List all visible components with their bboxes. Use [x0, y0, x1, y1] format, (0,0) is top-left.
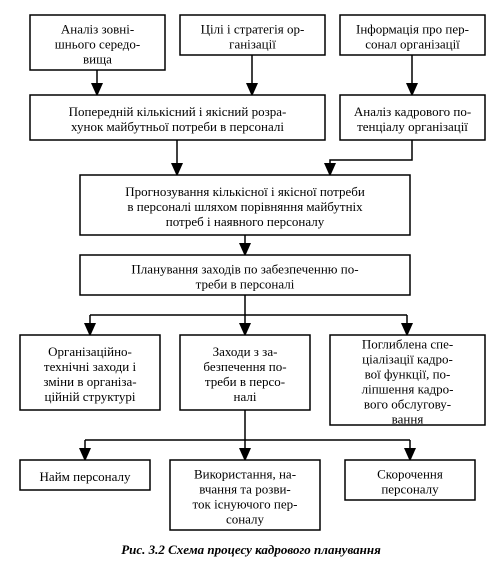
node-n9: Заходи з за-безпечення по-треби в персо-…	[180, 335, 310, 410]
node-n2: Цілі і стратегія ор-ганізації	[180, 15, 325, 55]
node-n6: Прогнозування кількісної і якісної потре…	[80, 175, 410, 235]
node-n4: Попередній кількісний і якісний розра-ху…	[30, 95, 325, 140]
node-label: Аналіз кадрового по-тенціалу організації	[354, 104, 471, 134]
node-label: Найм персоналу	[40, 469, 131, 484]
node-n8: Організаційно-технічні заходи ізміни в о…	[20, 335, 160, 410]
figure-caption: Рис. 3.2 Схема процесу кадрового планува…	[121, 542, 381, 557]
node-n7: Планування заходів по забезпеченню по-тр…	[80, 255, 410, 295]
node-n10: Поглиблена спе-ціалізації кадро-вої функ…	[330, 335, 485, 426]
node-n11: Найм персоналу	[20, 460, 150, 490]
node-n5: Аналіз кадрового по-тенціалу організації	[340, 95, 485, 140]
node-label: Скороченняперсоналу	[377, 466, 443, 496]
edge	[330, 140, 412, 175]
node-n3: Інформація про пер-сонал організації	[340, 15, 485, 55]
flowchart: Аналіз зовні-шнього середо-вища Цілі і ст…	[0, 0, 502, 569]
node-n1: Аналіз зовні-шнього середо-вища	[30, 15, 165, 70]
node-label: Організаційно-технічні заходи ізміни в о…	[43, 344, 136, 404]
node-label: Інформація про пер-сонал організації	[356, 21, 469, 51]
node-n12: Використання, на-вчання та розви-ток існ…	[170, 460, 320, 530]
node-label: Попередній кількісний і якісний розра-ху…	[69, 104, 287, 134]
node-n13: Скороченняперсоналу	[345, 460, 475, 500]
